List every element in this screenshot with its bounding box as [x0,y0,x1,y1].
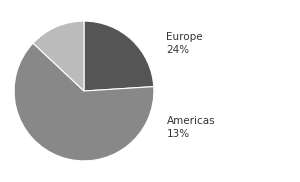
Text: Europe
24%: Europe 24% [167,32,203,55]
Wedge shape [14,43,154,161]
Text: Americas
13%: Americas 13% [167,116,215,139]
Wedge shape [84,21,154,91]
Wedge shape [33,21,84,91]
